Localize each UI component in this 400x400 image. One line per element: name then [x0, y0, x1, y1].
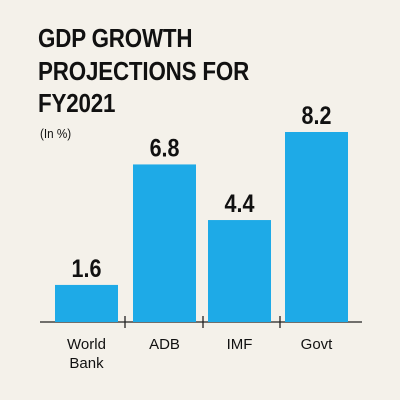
category-label: World	[67, 336, 106, 353]
value-labels-group: 1.6 6.8 4.4 8.2	[72, 101, 332, 282]
bar	[55, 284, 118, 322]
chart-title-line-1: GDP GROWTH	[38, 23, 193, 53]
category-label: Bank	[69, 355, 104, 372]
category-label: Govt	[301, 336, 334, 353]
bar-value-label: 6.8	[150, 134, 180, 162]
bar-value-label: 8.2	[302, 101, 332, 129]
category-label: IMF	[227, 336, 253, 353]
chart-title-line-3: FY2021	[38, 88, 116, 118]
category-label: ADB	[149, 336, 180, 353]
bars-group	[55, 132, 348, 322]
bar-value-label: 1.6	[72, 254, 102, 282]
bar-value-label: 4.4	[225, 190, 255, 218]
chart-title-line-2: PROJECTIONS FOR	[38, 56, 250, 86]
x-axis-ticks	[124, 316, 281, 328]
bar	[133, 164, 196, 322]
category-labels-group: World Bank ADB IMF Govt	[67, 336, 333, 372]
bar	[285, 132, 348, 322]
bar	[208, 220, 271, 322]
unit-label: (In %)	[40, 126, 72, 141]
